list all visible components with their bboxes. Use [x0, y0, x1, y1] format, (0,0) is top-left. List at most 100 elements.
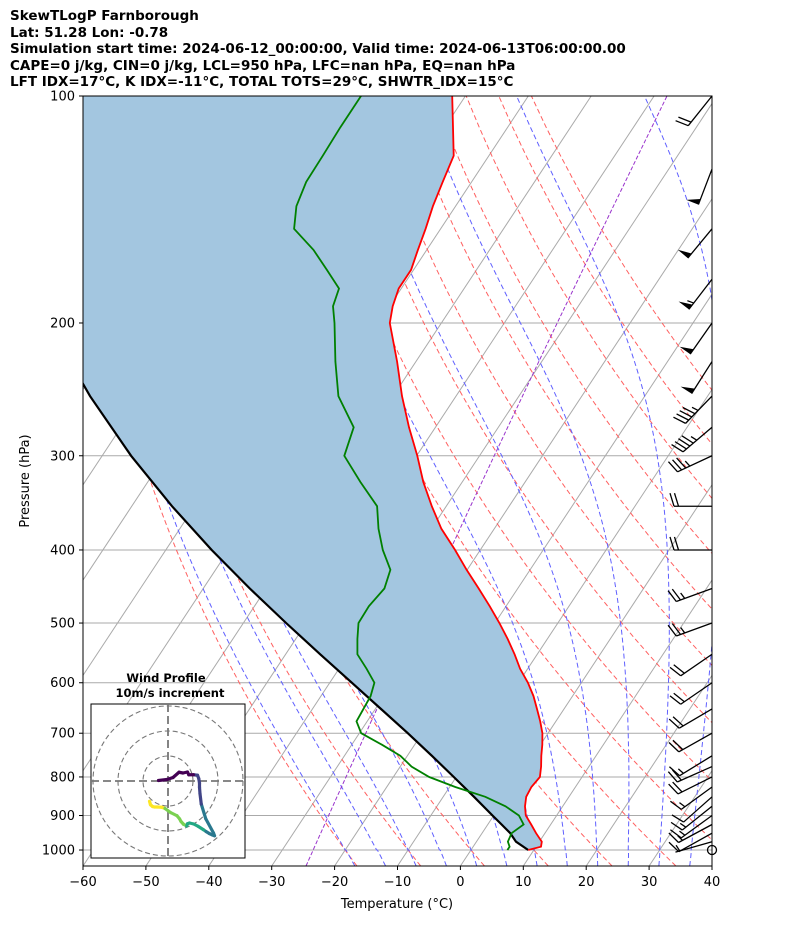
x-tick-label: −40: [195, 875, 222, 890]
x-tick-label: −10: [384, 875, 411, 890]
wind-barb: [667, 765, 713, 783]
wind-barb-shaft: [687, 228, 713, 259]
x-tick-label: 40: [704, 875, 721, 890]
wind-barb: [678, 278, 713, 310]
wind-barb: [668, 832, 713, 853]
profiles: [83, 96, 544, 851]
x-tick-label: 20: [578, 875, 595, 890]
y-tick-label: 800: [50, 770, 75, 785]
x-tick-label: −20: [321, 875, 348, 890]
wind-barb-shaft: [681, 805, 713, 831]
isotherm-line: [648, 769, 712, 866]
wind-barb-half: [679, 802, 686, 808]
wind-barb-shaft: [685, 395, 713, 424]
wind-barb-full: [681, 435, 694, 444]
wind-barb: [671, 426, 713, 453]
dry-adiabat: [498, 96, 712, 445]
wind-profile-inset: Wind Profile 10m/s increment: [90, 671, 246, 859]
wind-barb-full: [667, 624, 677, 637]
wind-barb-shaft: [680, 786, 713, 810]
y-tick-label: 1000: [42, 844, 75, 859]
wind-barb-full: [676, 457, 687, 469]
dewpoint-line: [293, 96, 525, 851]
isotherm-line: [83, 96, 89, 105]
wind-barb-full: [668, 841, 680, 853]
moist-adiabat: [419, 96, 630, 866]
x-tick-label: 30: [641, 875, 658, 890]
wind-barb-full: [673, 536, 680, 551]
wind-barb-shaft: [676, 587, 713, 603]
wind-barb: [669, 786, 713, 810]
wind-barb-half: [687, 300, 694, 304]
y-tick-label: 100: [50, 90, 75, 105]
wind-barb-full: [668, 742, 680, 753]
wind-barb-shaft: [678, 732, 713, 753]
wind-barb-full: [673, 493, 680, 507]
wind-barb-full: [670, 821, 683, 831]
wind-barb-shaft: [697, 168, 713, 205]
wind-barb-half: [679, 822, 687, 828]
wind-barb-flag: [677, 249, 692, 259]
wind-barb: [668, 732, 713, 753]
wind-barb-full: [669, 493, 675, 507]
wind-barb-shaft: [689, 322, 713, 355]
cape-cin-shading: [83, 96, 543, 850]
y-axis-label: Pressure (hPa): [18, 434, 33, 527]
wind-barb-full: [671, 623, 682, 635]
wind-barb: [668, 755, 713, 777]
dry-adiabat: [107, 96, 422, 866]
wind-barb-full: [676, 413, 689, 421]
wind-barb-full: [667, 461, 679, 473]
wind-barb-flag: [680, 386, 695, 394]
wind-barb: [686, 168, 713, 205]
cin-area: [83, 96, 543, 850]
axes: −60 −50 −40 −30 −20 −10 0 10 20 30 40 1000 900 800 700…: [42, 90, 720, 891]
wind-barb-half: [677, 768, 684, 774]
wind-barb-full: [669, 536, 675, 551]
isotherm-line: [208, 102, 712, 866]
inset-title: Wind Profile: [126, 671, 206, 685]
wind-barb: [667, 455, 713, 473]
x-tick-label: −60: [69, 875, 96, 890]
title-station: SkewTLogP Farnborough: [10, 8, 199, 24]
wind-barb-shaft: [677, 455, 713, 473]
wind-barb-full: [675, 120, 689, 127]
wind-barb-shaft: [679, 755, 713, 777]
wind-barb-half: [675, 844, 681, 852]
y-tick-label: 200: [50, 316, 75, 331]
wind-barb-full: [679, 410, 693, 418]
isotherm-line: [459, 483, 712, 866]
hodograph-segment: [198, 792, 203, 806]
wind-barb-shaft: [678, 708, 713, 729]
wind-barb-full: [672, 739, 684, 751]
wind-barb-full: [669, 800, 682, 810]
wind-barb: [670, 805, 713, 831]
wind-barb-shaft: [676, 622, 713, 637]
wind-barb-full: [669, 829, 682, 839]
wind-barb-half: [690, 435, 698, 441]
hodograph-segment: [204, 817, 216, 835]
wind-barb-flag: [678, 301, 693, 310]
wind-barb: [675, 95, 713, 127]
isotherm-line: [711, 865, 712, 866]
wind-barb: [669, 653, 713, 677]
y-tick-label: 900: [50, 809, 75, 824]
parcel-profile-line: [83, 381, 529, 851]
wind-barb: [669, 814, 713, 839]
wind-barb-full: [678, 438, 691, 447]
isotherm-line: [271, 197, 712, 866]
wind-barb-full: [678, 116, 692, 123]
hodograph-segment: [156, 777, 169, 783]
wind-barb-full: [682, 406, 696, 415]
wind-barb-half: [680, 627, 686, 634]
isotherm-line: [775, 96, 794, 866]
title-indices: LFT IDX=17°C, K IDX=-11°C, TOTAL TOTS=29…: [10, 74, 514, 90]
wind-barb-full: [669, 695, 682, 705]
wind-barb-full: [672, 716, 684, 727]
wind-barb-shaft: [680, 682, 713, 705]
wind-barb: [673, 395, 713, 424]
wind-barb-full: [669, 666, 682, 677]
temperature-line: [388, 96, 544, 851]
wind-barb-shaft: [688, 278, 713, 310]
